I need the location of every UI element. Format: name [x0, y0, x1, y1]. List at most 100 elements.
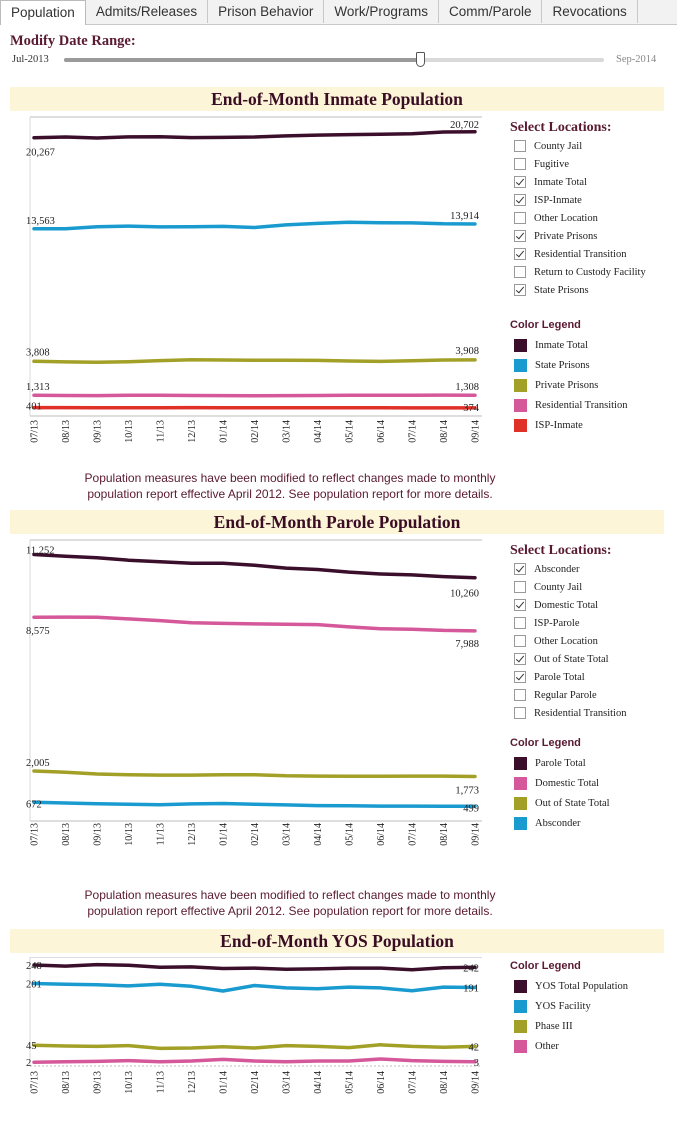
legend-label: YOS Total Population	[535, 980, 628, 992]
x-tick-label: 08/14	[439, 823, 450, 846]
x-tick-label: 03/14	[282, 823, 293, 846]
legend-swatch	[514, 999, 527, 1013]
x-tick-label: 01/14	[219, 1071, 230, 1094]
tab-work-programs[interactable]: Work/Programs	[324, 0, 439, 23]
x-tick-label: 08/14	[439, 420, 450, 443]
location-out-of-state-total[interactable]: Out of State Total	[514, 651, 609, 667]
legend-label: YOS Facility	[535, 1000, 591, 1012]
legend-label: Residential Transition	[535, 399, 628, 411]
location-checkbox[interactable]	[514, 563, 526, 575]
x-tick-label: 08/13	[61, 1071, 72, 1094]
location-checkbox[interactable]	[514, 266, 526, 278]
x-tick-label: 04/14	[313, 823, 324, 846]
date-range-start: Jul-2013	[12, 54, 49, 65]
location-checkbox[interactable]	[514, 176, 526, 188]
legend-swatch	[514, 378, 527, 392]
series-line-yos-total-population	[32, 962, 477, 972]
note-line-2: population report effective April 2012. …	[87, 487, 493, 501]
legend-swatch	[514, 776, 527, 790]
legend-item-phase-iii: Phase III	[514, 1019, 573, 1033]
tab-prison-behavior[interactable]: Prison Behavior	[208, 0, 325, 23]
location-checkbox[interactable]	[514, 599, 526, 611]
tab-admits-releases[interactable]: Admits/Releases	[86, 0, 209, 23]
x-tick-label: 08/13	[61, 823, 72, 846]
legend-swatch	[514, 358, 527, 372]
x-tick-label: 03/14	[282, 420, 293, 443]
location-isp-parole[interactable]: ISP-Parole	[514, 615, 580, 631]
location-regular-parole[interactable]: Regular Parole	[514, 687, 597, 703]
tab-population[interactable]: Population	[0, 0, 86, 25]
x-tick-label: 09/13	[93, 1071, 104, 1094]
location-inmate-total[interactable]: Inmate Total	[514, 174, 587, 190]
location-county-jail[interactable]: County Jail	[514, 579, 582, 595]
location-checkbox[interactable]	[514, 617, 526, 629]
location-return-to-custody-facility[interactable]: Return to Custody Facility	[514, 264, 646, 280]
location-state-prisons[interactable]: State Prisons	[514, 282, 589, 298]
location-residential-transition[interactable]: Residential Transition	[514, 705, 626, 721]
x-tick-label: 02/14	[250, 420, 261, 443]
location-checkbox[interactable]	[514, 689, 526, 701]
inmate-chart-title: End-of-Month Inmate Population	[10, 87, 664, 111]
yos-population-chart: 248 242 201 191 45 42 2 3 07/13 08/13 09/13 10/13 11…	[26, 957, 482, 1094]
x-tick-label: 11/13	[156, 420, 167, 442]
tab-comm-parole[interactable]: Comm/Parole	[439, 0, 543, 23]
tab-bar: Population Admits/Releases Prison Behavior…	[0, 0, 677, 25]
series-end-label: 1,308	[455, 382, 479, 393]
parole-note: Population measures have been modified t…	[0, 887, 580, 919]
location-checkbox[interactable]	[514, 707, 526, 719]
series-start-label: 2,005	[26, 758, 50, 769]
location-parole-total[interactable]: Parole Total	[514, 669, 585, 685]
series-start-label: 13,563	[26, 216, 55, 227]
series-start-label: 672	[26, 799, 42, 810]
legend-item-other: Other	[514, 1039, 559, 1053]
tab-revocations[interactable]: Revocations	[542, 0, 638, 23]
location-checkbox[interactable]	[514, 653, 526, 665]
location-checkbox[interactable]	[514, 158, 526, 170]
location-label: Private Prisons	[534, 230, 598, 242]
location-checkbox[interactable]	[514, 140, 526, 152]
location-checkbox[interactable]	[514, 230, 526, 242]
location-private-prisons[interactable]: Private Prisons	[514, 228, 597, 244]
x-tick-label: 06/14	[376, 420, 387, 443]
location-fugitive[interactable]: Fugitive	[514, 156, 569, 172]
x-tick-label: 10/13	[124, 1071, 135, 1094]
x-tick-label: 01/14	[219, 823, 230, 846]
note-line-1: Population measures have been modified t…	[84, 888, 496, 902]
location-residential-transition[interactable]: Residential Transition	[514, 246, 626, 262]
legend-swatch	[514, 756, 527, 770]
x-tick-label: 11/13	[156, 1071, 167, 1093]
location-checkbox[interactable]	[514, 581, 526, 593]
series-start-label: 8,575	[26, 626, 50, 637]
x-tick-label: 09/13	[93, 823, 104, 846]
location-other-location[interactable]: Other Location	[514, 633, 598, 649]
location-label: Parole Total	[534, 671, 585, 683]
series-line-absconder	[32, 800, 477, 809]
location-checkbox[interactable]	[514, 671, 526, 683]
date-range-end: Sep-2014	[616, 54, 657, 65]
location-domestic-total[interactable]: Domestic Total	[514, 597, 598, 613]
location-checkbox[interactable]	[514, 284, 526, 296]
legend-swatch	[514, 1019, 527, 1033]
date-range-title: Modify Date Range:	[10, 33, 136, 49]
parole-chart-title: End-of-Month Parole Population	[10, 510, 664, 534]
series-end-label: 13,914	[450, 211, 480, 222]
x-tick-label: 05/14	[345, 420, 356, 443]
location-checkbox[interactable]	[514, 212, 526, 224]
date-range-slider-handle[interactable]	[416, 52, 425, 67]
location-checkbox[interactable]	[514, 194, 526, 206]
location-checkbox[interactable]	[514, 635, 526, 647]
series-end-label: 7,988	[455, 639, 479, 650]
location-label: Other Location	[534, 212, 598, 224]
series-end-label: 191	[463, 984, 479, 995]
location-other-location[interactable]: Other Location	[514, 210, 598, 226]
location-checkbox[interactable]	[514, 248, 526, 260]
series-line-parole-total	[32, 552, 477, 580]
x-tick-label: 04/14	[313, 420, 324, 443]
parole-color-legend-title: Color Legend	[510, 737, 581, 749]
legend-swatch	[514, 796, 527, 810]
location-county-jail[interactable]: County Jail	[514, 138, 582, 154]
location-absconder[interactable]: Absconder	[514, 561, 580, 577]
x-tick-label: 12/13	[187, 420, 198, 443]
location-isp-inmate[interactable]: ISP-Inmate	[514, 192, 582, 208]
x-tick-label: 06/14	[376, 823, 387, 846]
